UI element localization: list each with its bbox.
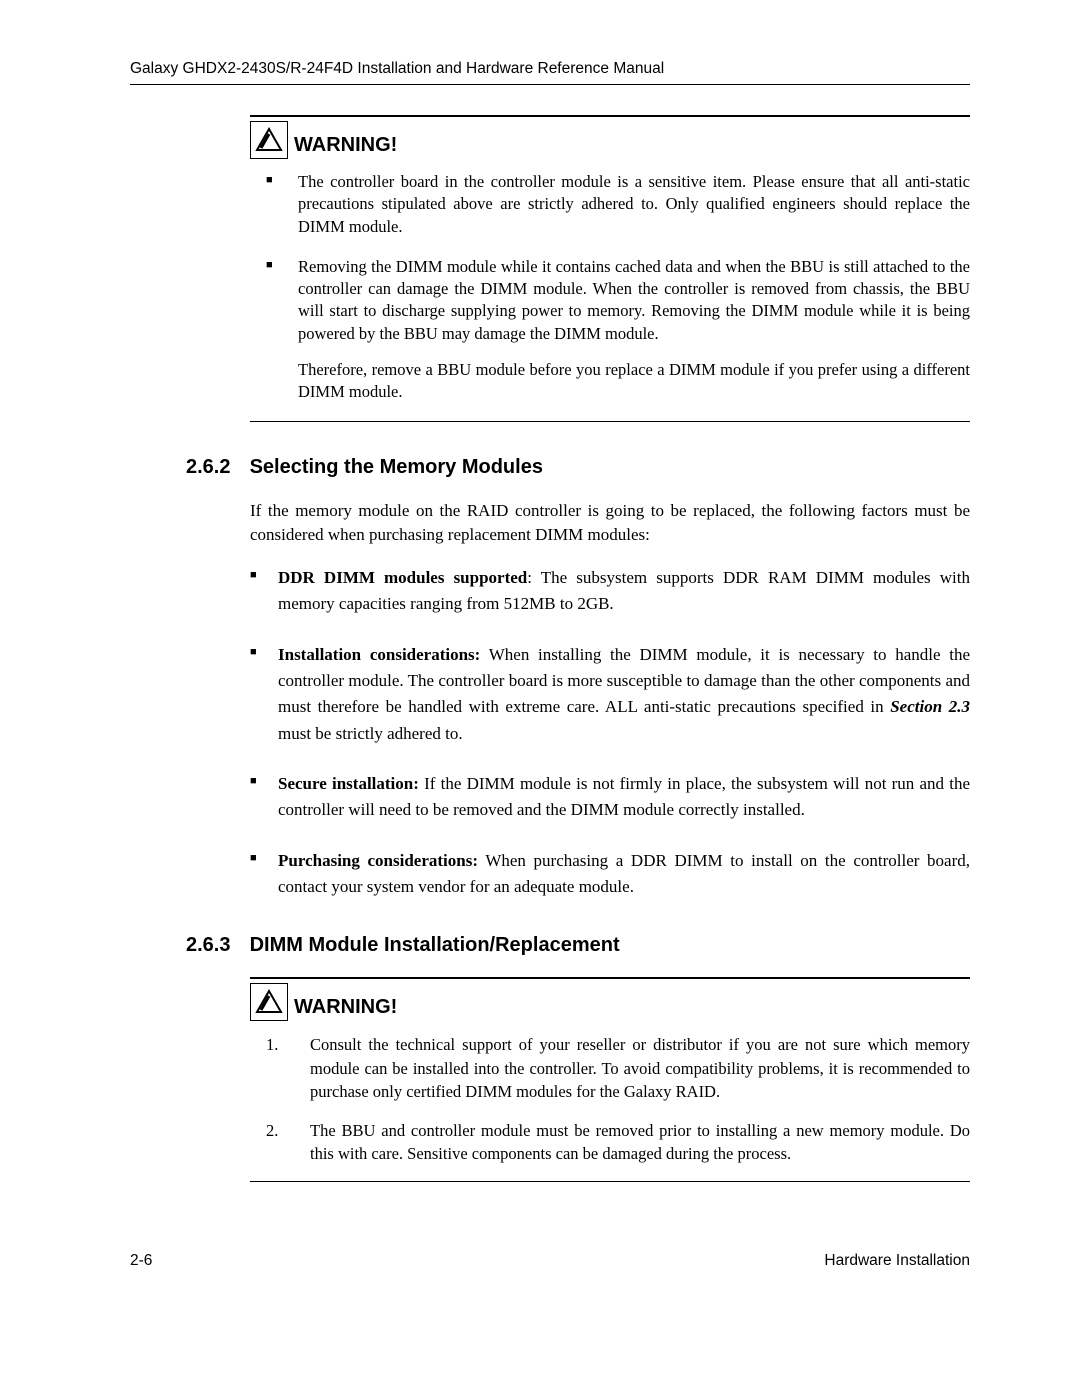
- footer-section-name: Hardware Installation: [824, 1252, 970, 1270]
- callout-bottom-rule: [250, 421, 970, 422]
- warning-1-item-text: Removing the DIMM module while it contai…: [298, 257, 970, 343]
- warning-triangle-icon: [250, 121, 288, 159]
- bullet-item: Secure installation: If the DIMM module …: [250, 771, 970, 824]
- warning-1-item: Removing the DIMM module while it contai…: [260, 256, 970, 404]
- warning-header: WARNING!: [250, 983, 970, 1021]
- warning-header: WARNING!: [250, 121, 970, 159]
- callout-top-rule: [250, 115, 970, 117]
- list-number: 1.: [266, 1033, 278, 1056]
- warning-2-item: 2. The BBU and controller module must be…: [260, 1119, 970, 1165]
- warning-2-item-text: Consult the technical support of your re…: [310, 1035, 970, 1100]
- section-heading-263: 2.6.3 DIMM Module Installation/Replaceme…: [186, 934, 970, 957]
- list-number: 2.: [266, 1119, 278, 1142]
- section-heading-262: 2.6.2 Selecting the Memory Modules: [186, 456, 970, 479]
- section-number: 2.6.3: [186, 934, 244, 957]
- warning-2-item: 1. Consult the technical support of your…: [260, 1033, 970, 1102]
- warning-1-item-text: The controller board in the controller m…: [298, 172, 970, 236]
- bullet-item: Purchasing considerations: When purchasi…: [250, 848, 970, 901]
- section-262-intro: If the memory module on the RAID control…: [250, 499, 970, 547]
- section-262-bullets: DDR DIMM modules supported: The subsyste…: [250, 565, 970, 900]
- callout-top-rule: [250, 977, 970, 979]
- page-header-title: Galaxy GHDX2-2430S/R-24F4D Installation …: [130, 60, 970, 78]
- bullet-lead: Purchasing considerations:: [278, 851, 478, 870]
- section-number: 2.6.2: [186, 456, 244, 479]
- warning-callout-1: WARNING! The controller board in the con…: [250, 115, 970, 422]
- warning-triangle-icon: [250, 983, 288, 1021]
- warning-2-list: 1. Consult the technical support of your…: [260, 1033, 970, 1164]
- bullet-item: DDR DIMM modules supported: The subsyste…: [250, 565, 970, 618]
- warning-1-list: The controller board in the controller m…: [260, 171, 970, 403]
- callout-bottom-rule: [250, 1181, 970, 1182]
- warning-label: WARNING!: [294, 134, 397, 159]
- warning-callout-2: WARNING! 1. Consult the technical suppor…: [250, 977, 970, 1181]
- bullet-lead: DDR DIMM modules supported: [278, 568, 527, 587]
- bullet-lead: Installation considerations:: [278, 645, 480, 664]
- page-footer: 2-6 Hardware Installation: [130, 1252, 970, 1270]
- bullet-text-2: must be strictly adhered to.: [278, 724, 463, 743]
- section-reference: Section 2.3: [890, 697, 970, 716]
- header-divider: [130, 84, 970, 85]
- bullet-lead: Secure installation:: [278, 774, 419, 793]
- warning-label: WARNING!: [294, 996, 397, 1021]
- warning-1-item-sub: Therefore, remove a BBU module before yo…: [298, 359, 970, 404]
- document-page: Galaxy GHDX2-2430S/R-24F4D Installation …: [0, 0, 1080, 1320]
- warning-2-item-text: The BBU and controller module must be re…: [310, 1121, 970, 1163]
- warning-1-item: The controller board in the controller m…: [260, 171, 970, 238]
- footer-page-number: 2-6: [130, 1252, 152, 1270]
- section-title: Selecting the Memory Modules: [250, 456, 543, 478]
- section-title: DIMM Module Installation/Replacement: [250, 934, 620, 956]
- bullet-item: Installation considerations: When instal…: [250, 642, 970, 747]
